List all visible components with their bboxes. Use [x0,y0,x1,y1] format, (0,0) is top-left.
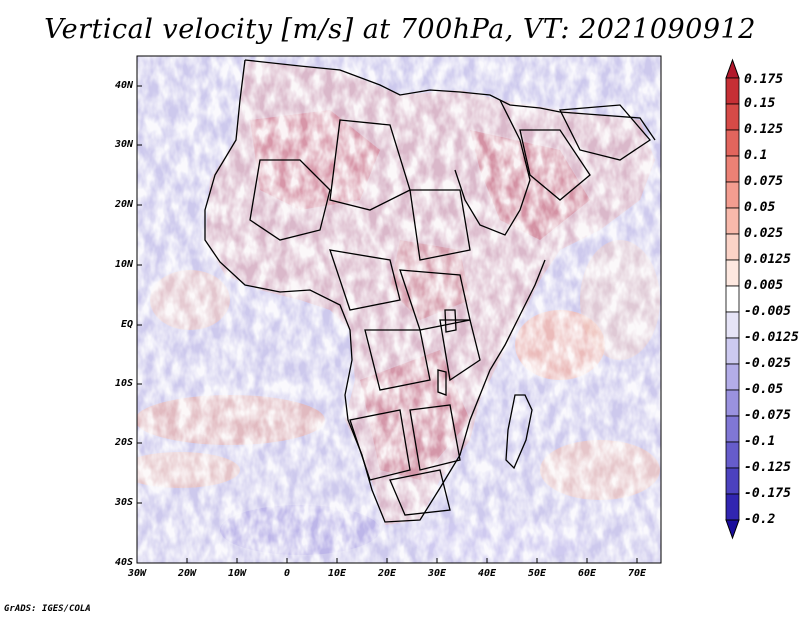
colorbar-label: -0.1 [744,434,776,449]
colorbar-label: 0.025 [744,226,784,241]
lon-label: 30E [427,568,447,579]
colorbar-swatch [725,415,740,443]
colorbar-label: 0.05 [744,200,776,215]
lon-label: 30W [127,568,147,579]
lat-label: 30S [114,497,133,508]
colorbar-label: -0.2 [744,512,776,527]
colorbar-top-arrow [725,58,740,79]
lat-label: 40N [114,80,133,91]
colorbar-swatch [725,155,740,183]
colorbar-label: 0.175 [744,72,784,87]
colorbar-label: -0.175 [744,486,791,501]
lon-label: 60E [577,568,597,579]
colorbar-swatch [725,233,740,261]
colorbar-swatch [725,493,740,521]
colorbar-swatch [725,103,740,131]
chart-title: Vertical velocity [m/s] at 700hPa, VT: 2… [44,14,756,45]
axis-ticks [136,85,638,564]
colorbar-swatch [725,285,740,313]
colorbar-label: 0.075 [744,174,784,189]
colorbar-swatch [725,441,740,469]
lat-label: 30N [114,139,133,150]
lon-label: 50E [527,568,547,579]
colorbar-label: -0.0125 [744,330,799,345]
colorbar-label: 0.15 [744,96,776,111]
colorbar-swatch [725,337,740,365]
lat-label: EQ [120,319,133,330]
colorbar-swatch [725,363,740,391]
lat-label: 20N [114,199,133,210]
colorbar-swatch [725,77,740,105]
colorbar-label: -0.125 [744,460,791,475]
credit-text: GrADS: IGES/COLA [4,604,91,614]
colorbar-swatch [725,467,740,495]
colorbar-swatch [725,181,740,209]
colorbar-swatch [725,311,740,339]
lon-label: 10E [327,568,347,579]
colorbar-label: -0.005 [744,304,791,319]
lat-label: 10S [114,378,133,389]
colorbar-label: 0.125 [744,122,784,137]
lon-label: 0 [283,568,291,579]
lon-label: 20E [377,568,397,579]
colorbar-label: 0.1 [744,148,768,163]
velocity-field [137,56,661,563]
colorbar-label: -0.05 [744,382,784,397]
colorbar-label: -0.075 [744,408,791,423]
colorbar-swatch [725,207,740,235]
lon-label: 10W [227,568,247,579]
lat-label: 20S [114,437,133,448]
lat-label: 10N [114,259,133,270]
colorbar-swatch [725,129,740,157]
lon-label: 20W [177,568,197,579]
colorbar [725,58,740,540]
colorbar-swatch [725,259,740,287]
lon-label: 40E [477,568,497,579]
colorbar-swatch [725,389,740,417]
map-frame [136,55,662,564]
colorbar-label: 0.005 [744,278,784,293]
lon-label: 70E [627,568,647,579]
colorbar-label: 0.0125 [744,252,791,267]
lat-label: 40S [114,557,133,568]
colorbar-label: -0.025 [744,356,791,371]
colorbar-bottom-arrow [725,519,740,540]
